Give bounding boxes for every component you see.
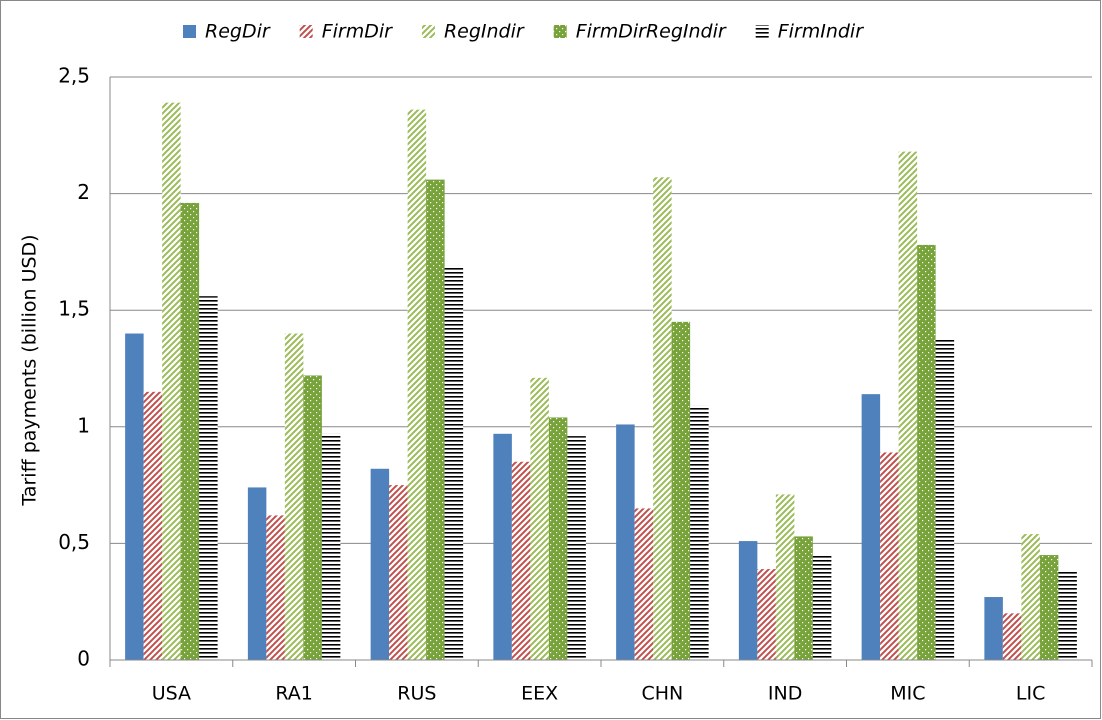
y-tick-label: 0: [77, 647, 90, 671]
bar: [143, 391, 163, 660]
bar: [1058, 571, 1077, 660]
bar: [266, 515, 285, 660]
bar: [125, 333, 144, 660]
bar: [898, 151, 918, 660]
bar: [1039, 555, 1059, 660]
bar: [511, 461, 531, 660]
legend-swatch: [421, 25, 435, 38]
bar: [1021, 534, 1040, 660]
y-axis-title: Tariff payments (billion USD): [19, 234, 41, 506]
bar: [690, 405, 709, 660]
bar: [757, 569, 776, 660]
bar: [548, 417, 568, 660]
legend-swatch: [755, 25, 769, 38]
legend-label: RegIndir: [444, 21, 525, 43]
bar: [162, 102, 181, 661]
legend-swatch: [183, 25, 196, 38]
x-tick-label: LIC: [1016, 683, 1045, 705]
x-tick-label: RA1: [275, 683, 313, 705]
bar: [199, 296, 218, 660]
y-tick-label: 2: [77, 180, 90, 204]
legend-label: RegDir: [205, 21, 271, 43]
bar: [738, 541, 758, 660]
x-tick-label: CHN: [641, 683, 683, 705]
bar: [567, 436, 586, 660]
legend-label: FirmDir: [322, 21, 393, 43]
bar: [284, 333, 304, 660]
y-tick-label: 1,5: [58, 297, 90, 321]
y-tick-label: 2,5: [58, 64, 90, 88]
bar: [389, 485, 408, 660]
bar: [370, 468, 390, 660]
bar: [1002, 613, 1022, 660]
legend-label: FirmDirRegIndir: [576, 21, 727, 43]
x-tick-label: EEX: [521, 683, 558, 705]
y-tick-label: 1: [77, 413, 90, 437]
y-tick-label: 0,5: [58, 530, 90, 554]
legend-label: FirmIndir: [778, 21, 865, 43]
bar: [794, 536, 813, 660]
bar: [917, 244, 936, 661]
bar: [984, 597, 1003, 660]
bar: [634, 508, 654, 660]
bar: [303, 375, 322, 660]
bar: [812, 555, 832, 660]
x-tick-label: MIC: [890, 683, 925, 705]
bar: [616, 424, 635, 660]
bar: [671, 321, 691, 660]
bar: [653, 177, 672, 660]
bar: [880, 452, 899, 660]
bar: [407, 109, 427, 660]
bar: [426, 179, 445, 660]
bar: [444, 265, 464, 660]
bar: [935, 338, 955, 660]
legend-swatch: [299, 25, 313, 38]
bar: [861, 394, 881, 660]
bar: [321, 433, 341, 660]
legend-swatch: [553, 25, 567, 38]
bar: [247, 487, 267, 660]
bar: [180, 202, 200, 661]
bar: [775, 494, 795, 660]
x-tick-label: USA: [152, 683, 191, 705]
x-tick-label: IND: [768, 683, 802, 705]
bar: [530, 377, 549, 660]
x-tick-label: RUS: [397, 683, 436, 705]
bar: [493, 433, 512, 660]
